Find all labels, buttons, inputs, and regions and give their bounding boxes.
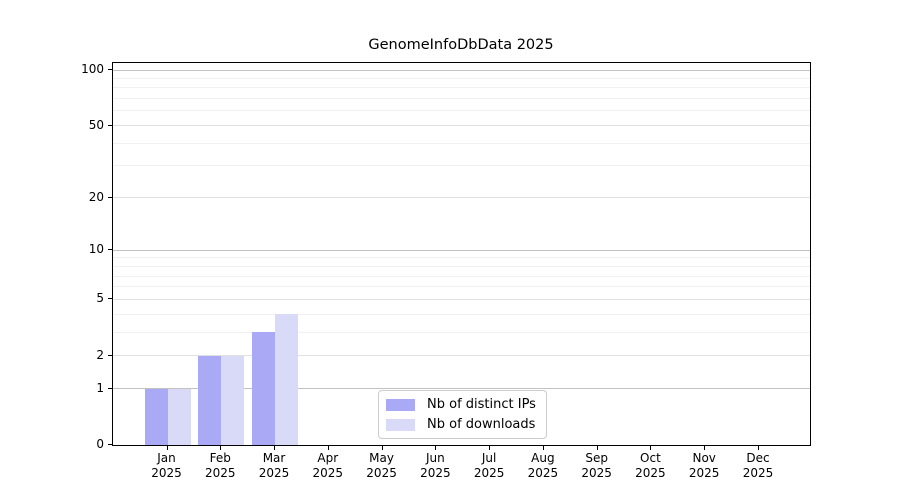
gridline-2: [113, 355, 810, 357]
bar-distinct-ips-feb: [198, 355, 222, 445]
x-tick-mar: [274, 446, 276, 450]
legend-swatch-downloads: [386, 418, 415, 431]
y-tick-label-50: 50: [88, 117, 104, 132]
x-tick-apr: [327, 446, 329, 450]
legend-row-downloads: Nb of downloads: [386, 416, 536, 433]
y-tick-50: [108, 124, 112, 126]
x-tick-label-feb: Feb 2025: [204, 451, 236, 480]
x-tick-label-aug: Aug 2025: [527, 451, 559, 480]
x-tick-label-jan: Jan 2025: [151, 451, 182, 480]
x-tick-label-jun: Jun 2025: [420, 451, 451, 480]
bar-downloads-jan: [167, 388, 191, 445]
y-tick-label-5: 5: [96, 291, 104, 306]
gridline-1: [113, 388, 810, 390]
y-tick-1: [108, 387, 112, 389]
legend-swatch-distinct-ips: [386, 398, 415, 411]
legend-row-distinct-ips: Nb of distinct IPs: [386, 396, 536, 413]
plot-area: [112, 62, 811, 446]
y-tick-label-100: 100: [81, 62, 104, 76]
x-tick-jun: [435, 446, 437, 450]
x-tick-label-may: May 2025: [366, 451, 397, 480]
x-tick-label-nov: Nov 2025: [688, 451, 720, 480]
x-tick-label-jul: Jul 2025: [473, 451, 505, 480]
x-tick-jan: [166, 446, 168, 450]
y-tick-10: [108, 249, 112, 251]
y-tick-2: [108, 354, 112, 356]
bar-distinct-ips-mar: [252, 332, 276, 445]
gridline-70: [113, 98, 810, 100]
gridline-9: [113, 257, 810, 259]
bar-downloads-mar: [275, 314, 299, 445]
y-tick-label-1: 1: [96, 380, 104, 395]
x-tick-aug: [542, 446, 544, 450]
gridline-4: [113, 313, 810, 315]
x-tick-dec: [757, 446, 759, 450]
gridline-8: [113, 265, 810, 267]
y-tick-5: [108, 298, 112, 300]
x-tick-may: [381, 446, 383, 450]
x-tick-label-mar: Mar 2025: [258, 451, 290, 480]
x-tick-label-dec: Dec 2025: [742, 451, 774, 480]
chart-title: GenomeInfoDbData 2025: [368, 37, 554, 53]
bar-distinct-ips-jan: [144, 388, 168, 445]
x-tick-nov: [704, 446, 706, 450]
gridline-100: [113, 69, 810, 71]
gridline-7: [113, 275, 810, 277]
gridline-3: [113, 331, 810, 333]
y-tick-100: [108, 69, 112, 70]
x-tick-jul: [489, 446, 491, 450]
y-tick-0: [108, 444, 112, 445]
x-tick-sep: [596, 446, 598, 450]
gridline-6: [113, 286, 810, 288]
gridline-50: [113, 125, 810, 127]
y-tick-label-2: 2: [96, 347, 104, 362]
x-tick-label-apr: Apr 2025: [312, 451, 344, 480]
gridline-10: [113, 249, 810, 251]
y-tick-label-0: 0: [96, 437, 104, 451]
gridline-60: [113, 110, 810, 112]
gridline-80: [113, 87, 810, 89]
gridline-90: [113, 77, 810, 79]
y-tick-label-20: 20: [88, 189, 104, 204]
bar-downloads-feb: [221, 355, 245, 445]
legend: Nb of distinct IPs Nb of downloads: [378, 390, 547, 439]
x-tick-feb: [220, 446, 222, 450]
y-tick-label-10: 10: [88, 242, 104, 257]
gridline-20: [113, 197, 810, 199]
y-tick-20: [108, 196, 112, 198]
legend-label-distinct-ips: Nb of distinct IPs: [427, 397, 536, 412]
gridline-40: [113, 142, 810, 144]
gridline-5: [113, 298, 810, 300]
x-tick-label-oct: Oct 2025: [635, 451, 666, 480]
legend-label-downloads: Nb of downloads: [427, 417, 536, 432]
x-tick-label-sep: Sep 2025: [581, 451, 612, 480]
x-tick-oct: [650, 446, 652, 450]
gridline-30: [113, 165, 810, 167]
